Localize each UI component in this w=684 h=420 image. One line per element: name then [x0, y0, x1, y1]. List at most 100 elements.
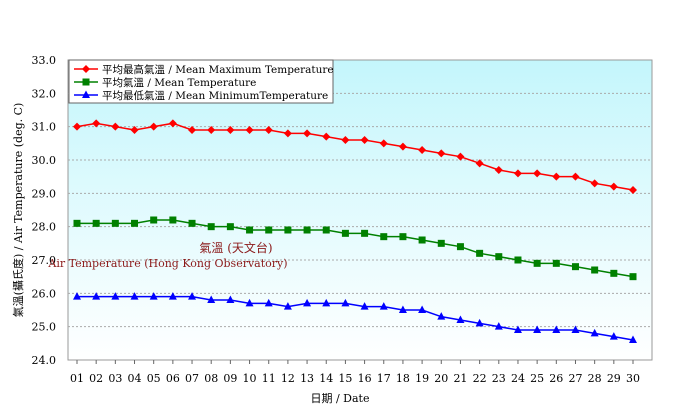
- x-tick-label: 01: [70, 372, 84, 385]
- data-point-square: [188, 219, 196, 227]
- data-point-square: [456, 243, 464, 251]
- series-line: [77, 295, 634, 341]
- data-point-diamond: [360, 136, 369, 144]
- y-tick-label: 30.0: [32, 154, 57, 167]
- data-point-square: [131, 219, 139, 227]
- data-point-diamond: [533, 169, 542, 178]
- x-tick-label: 16: [358, 372, 372, 385]
- legend-label: 平均最高氣溫 / Mean Maximum Temperature: [102, 63, 334, 76]
- x-tick-label: 19: [415, 372, 429, 385]
- data-point-diamond: [207, 126, 216, 134]
- data-point-diamond: [437, 149, 446, 158]
- data-point-square: [476, 249, 484, 257]
- data-point-triangle: [552, 325, 561, 333]
- data-point-square: [207, 223, 215, 231]
- x-tick-label: 25: [530, 372, 544, 385]
- annotation-line2: Air Temperature (Hong Kong Observatory): [47, 257, 287, 270]
- data-point-triangle: [207, 295, 216, 303]
- x-tick-label: 13: [300, 372, 314, 385]
- data-point-square: [322, 226, 330, 234]
- x-tick-label: 28: [588, 372, 602, 385]
- data-point-square: [591, 266, 599, 274]
- data-point-diamond: [264, 126, 273, 134]
- data-point-square: [150, 216, 158, 224]
- data-point-square: [303, 226, 311, 234]
- x-tick-label: 30: [626, 372, 640, 385]
- data-point-diamond: [168, 119, 177, 128]
- data-point-diamond: [283, 129, 292, 138]
- data-point-square: [418, 236, 426, 244]
- data-point-diamond: [552, 172, 561, 181]
- data-point-triangle: [590, 328, 599, 337]
- data-point-diamond: [111, 122, 120, 131]
- x-tick-label: 11: [262, 372, 276, 385]
- data-point-diamond: [188, 126, 197, 134]
- y-tick-label: 27.0: [32, 254, 57, 267]
- data-point-diamond: [609, 182, 618, 191]
- data-point-square: [552, 259, 560, 267]
- data-point-square: [399, 233, 407, 241]
- x-tick-label: 26: [549, 372, 563, 385]
- data-point-triangle: [494, 322, 503, 330]
- legend-label: 平均氣溫 / Mean Temperature: [102, 76, 256, 89]
- data-point-square: [629, 273, 637, 281]
- data-point-diamond: [418, 146, 427, 154]
- data-point-triangle: [130, 292, 139, 300]
- y-tick-label: 26.0: [32, 287, 57, 300]
- data-point-triangle: [73, 292, 81, 300]
- data-point-square: [92, 219, 100, 227]
- data-point-triangle: [341, 298, 350, 307]
- data-point-triangle: [322, 298, 331, 307]
- data-point-triangle: [437, 312, 446, 320]
- data-point-diamond: [245, 126, 254, 134]
- data-point-diamond: [149, 122, 158, 131]
- data-point-square: [82, 78, 90, 86]
- x-tick-label: 17: [377, 372, 391, 385]
- data-point-square: [514, 256, 522, 264]
- data-point-diamond: [226, 126, 235, 134]
- data-point-triangle: [513, 325, 522, 333]
- y-tick-label: 25.0: [32, 321, 57, 334]
- data-point-triangle: [226, 295, 235, 303]
- data-point-diamond: [341, 136, 350, 144]
- data-point-triangle: [629, 335, 637, 343]
- data-point-diamond: [590, 179, 599, 188]
- data-point-square: [437, 239, 445, 247]
- data-point-diamond: [303, 129, 312, 138]
- data-point-triangle: [360, 302, 369, 310]
- data-point-triangle: [571, 325, 580, 333]
- data-point-diamond: [322, 132, 331, 141]
- y-tick-label: 24.0: [32, 354, 57, 367]
- y-tick-label: 29.0: [32, 187, 57, 200]
- x-tick-label: 29: [607, 372, 621, 385]
- data-point-square: [361, 229, 369, 237]
- annotation-line1: 氣溫 (天文台): [199, 240, 272, 255]
- data-point-triangle: [245, 298, 254, 307]
- data-point-triangle: [456, 315, 465, 323]
- x-axis-label: 日期 / Date: [310, 392, 369, 405]
- data-point-diamond: [82, 65, 90, 73]
- data-point-square: [73, 219, 81, 227]
- y-tick-label: 31.0: [32, 121, 57, 134]
- data-point-square: [571, 263, 579, 271]
- x-tick-label: 03: [108, 372, 122, 385]
- data-point-square: [169, 216, 177, 224]
- x-tick-label: 10: [243, 372, 257, 385]
- data-point-triangle: [168, 292, 177, 300]
- data-point-square: [246, 226, 254, 234]
- x-tick-label: 09: [223, 372, 237, 385]
- x-tick-label: 15: [338, 372, 352, 385]
- x-tick-label: 02: [89, 372, 103, 385]
- data-point-diamond: [73, 122, 81, 131]
- y-tick-label: 32.0: [32, 87, 57, 100]
- x-tick-label: 08: [204, 372, 218, 385]
- x-tick-label: 24: [511, 372, 525, 385]
- data-point-diamond: [379, 139, 388, 148]
- data-point-diamond: [513, 169, 522, 178]
- data-point-diamond: [571, 172, 580, 181]
- x-tick-label: 12: [281, 372, 295, 385]
- data-point-diamond: [475, 159, 484, 168]
